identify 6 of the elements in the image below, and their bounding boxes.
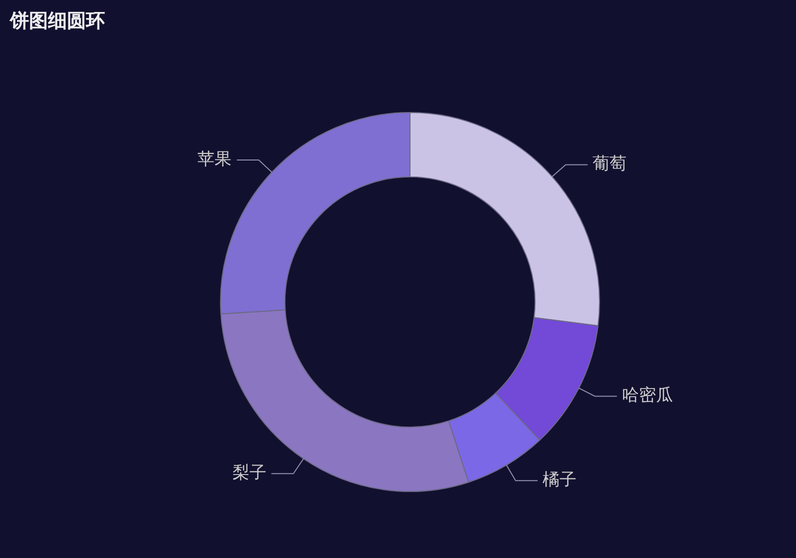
- slice-label: 苹果: [198, 149, 232, 170]
- slice-label: 葡萄: [592, 154, 627, 174]
- slice-label: 哈密瓜: [622, 386, 673, 406]
- slice-label: 橘子: [542, 470, 577, 490]
- slice-label: 梨子: [232, 463, 266, 484]
- chart-title: 饼图细圆环: [10, 9, 105, 34]
